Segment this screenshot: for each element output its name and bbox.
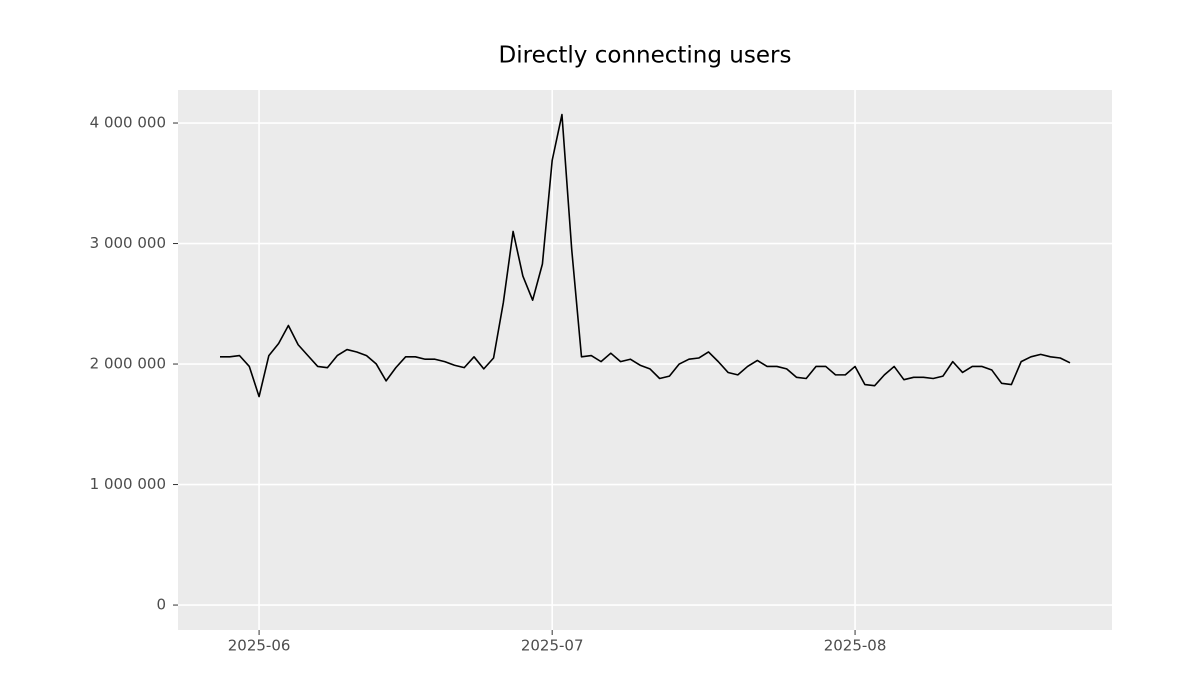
x-tick-label: 2025-08 <box>824 637 887 655</box>
y-tick-label: 4 000 000 <box>90 114 166 132</box>
y-tick-label: 0 <box>156 596 166 614</box>
y-tick-label: 3 000 000 <box>90 234 166 252</box>
line <box>220 113 1071 398</box>
x-tick-label: 2025-07 <box>521 637 584 655</box>
chart-title: Directly connecting users <box>499 43 792 69</box>
x-tick-label: 2025-06 <box>228 637 291 655</box>
y-tick-label: 1 000 000 <box>90 475 166 493</box>
y-tick-label: 2 000 000 <box>90 355 166 373</box>
panel <box>178 90 1112 630</box>
